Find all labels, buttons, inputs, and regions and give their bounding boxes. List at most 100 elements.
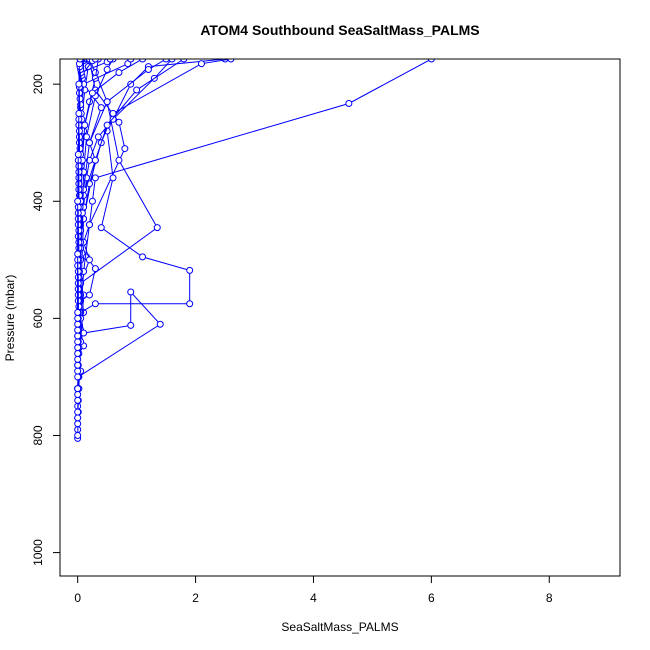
data-point: [162, 59, 170, 63]
data-point: [74, 385, 82, 393]
data-point: [74, 197, 82, 205]
data-point: [85, 291, 93, 299]
plot-frame: [59, 58, 621, 577]
series-3: [74, 59, 229, 428]
data-point: [144, 66, 152, 74]
data-point: [75, 303, 83, 311]
data-point: [74, 250, 82, 258]
data-point: [180, 59, 188, 63]
y-tick-label: 800: [31, 425, 45, 445]
data-point: [127, 59, 135, 63]
x-tick-label: 0: [74, 591, 81, 605]
data-point: [75, 227, 83, 235]
series-line: [77, 60, 126, 436]
data-point: [109, 115, 117, 123]
x-tick-label: 6: [428, 591, 435, 605]
data-point: [106, 59, 114, 63]
series-line: [77, 59, 185, 389]
data-point: [74, 320, 82, 328]
data-point: [197, 60, 205, 68]
data-point: [103, 66, 111, 74]
data-point: [139, 59, 147, 63]
y-axis: 200 400 600 800 1000: [31, 74, 61, 566]
data-point: [91, 156, 99, 164]
series-20: [74, 59, 84, 317]
data-point: [75, 127, 83, 135]
data-point: [127, 321, 135, 329]
data-point: [186, 300, 194, 308]
data-point: [109, 174, 117, 182]
x-axis-label: SeaSaltMass_PALMS: [281, 620, 398, 634]
data-point: [81, 121, 89, 129]
data-point: [75, 80, 83, 88]
data-point: [74, 420, 82, 428]
data-point: [85, 139, 93, 147]
series-line: [77, 59, 226, 424]
chart-title: ATOM4 Southbound SeaSaltMass_PALMS: [200, 22, 479, 38]
data-point: [345, 99, 353, 107]
data-point: [91, 265, 99, 273]
x-tick-label: 8: [546, 591, 553, 605]
data-point: [97, 224, 105, 232]
data-point: [133, 86, 141, 94]
data-point: [115, 68, 123, 76]
data-point: [91, 68, 99, 76]
data-point: [186, 266, 194, 274]
data-point: [427, 59, 435, 63]
data-point: [88, 89, 96, 97]
data-point: [139, 253, 147, 261]
data-point: [74, 367, 82, 375]
y-tick-label: 1000: [31, 539, 45, 566]
y-tick-label: 400: [31, 191, 45, 211]
data-point: [74, 150, 82, 158]
data-point: [76, 95, 84, 103]
data-point: [74, 414, 82, 422]
data-point: [75, 109, 83, 117]
data-point: [75, 162, 83, 170]
series-line: [77, 59, 432, 413]
data-point: [74, 390, 82, 398]
data-point: [227, 59, 235, 63]
data-point: [121, 145, 129, 153]
data-point: [74, 332, 82, 340]
y-tick-label: 200: [31, 74, 45, 94]
plot-area: [59, 58, 621, 577]
y-axis-label: Pressure (mbar): [3, 275, 17, 362]
data-point: [127, 288, 135, 296]
data-point: [85, 256, 93, 264]
data-point: [153, 224, 161, 232]
data-point: [74, 203, 82, 211]
data-point: [88, 197, 96, 205]
data-point: [94, 133, 102, 141]
data-point: [91, 174, 99, 182]
data-point: [74, 373, 82, 381]
x-tick-label: 2: [192, 591, 199, 605]
data-point: [74, 408, 82, 416]
data-point: [74, 326, 82, 334]
data-point: [74, 338, 82, 346]
x-tick-label: 4: [310, 591, 317, 605]
data-point: [91, 59, 99, 63]
data-point: [91, 300, 99, 308]
data-point: [74, 268, 82, 276]
data-point: [74, 314, 82, 322]
data-point: [115, 118, 123, 126]
data-point: [74, 344, 82, 352]
data-point: [103, 98, 111, 106]
data-point: [115, 156, 123, 164]
data-point: [168, 59, 176, 63]
data-point: [80, 329, 88, 337]
y-tick-label: 600: [31, 308, 45, 328]
data-point: [76, 59, 84, 63]
series-5: [74, 59, 435, 416]
data-point: [74, 361, 82, 369]
x-axis: 0 2 4 6 8: [74, 575, 553, 605]
data-point: [74, 396, 82, 404]
data-point: [74, 350, 82, 358]
data-point: [85, 221, 93, 229]
data-point: [74, 431, 82, 439]
data-point: [74, 355, 82, 363]
data-point: [156, 320, 164, 328]
data-point: [74, 309, 82, 317]
